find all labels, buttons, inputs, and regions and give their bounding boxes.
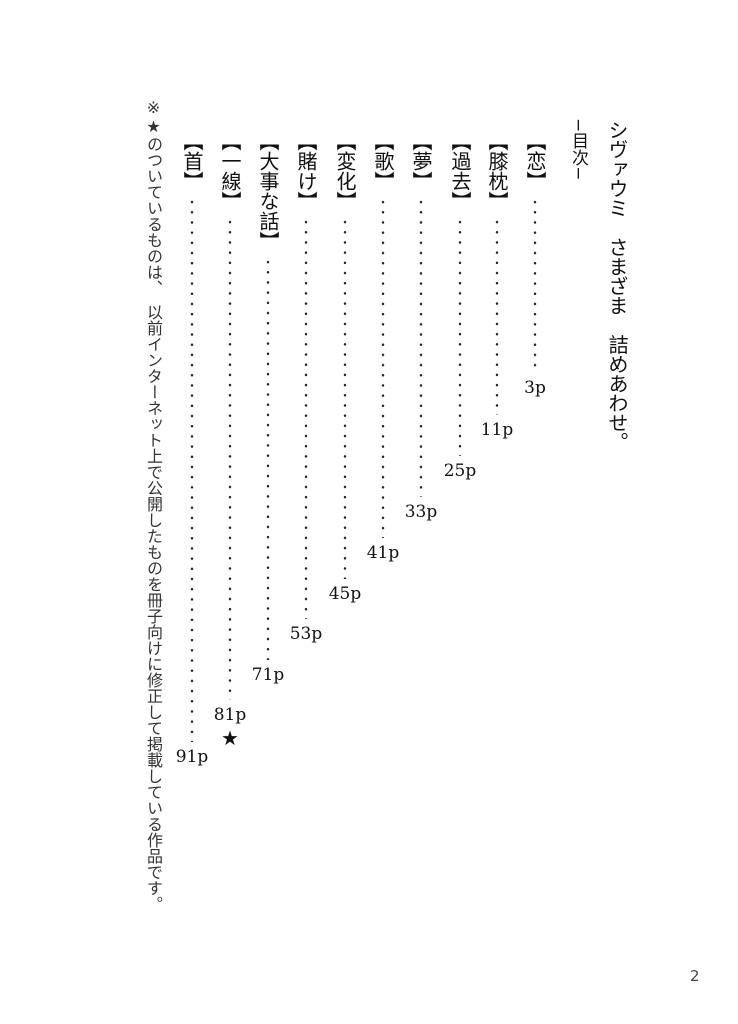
entry-page: 81p <box>213 705 247 725</box>
entry-label: 【大事な話】 <box>256 131 280 251</box>
entry-label: 【賭け】 <box>294 131 318 211</box>
leader-dots <box>343 217 347 579</box>
entry-label: 【一線】 <box>218 131 242 211</box>
leader-dots <box>495 217 499 415</box>
leader-dots <box>458 217 462 456</box>
toc-heading: −目次− <box>568 118 588 181</box>
leader-dots <box>228 217 232 700</box>
star-icon: ★ <box>221 726 239 750</box>
leader-dots <box>190 197 194 742</box>
book-title: シヴァウミ さまざま 詰めあわせ。 <box>605 120 629 452</box>
entry-label: 【変化】 <box>333 131 357 211</box>
page-number: 2 <box>690 967 700 985</box>
entry-page: 71p <box>251 665 285 685</box>
leader-dots <box>381 197 385 538</box>
entry-page: 91p <box>175 747 209 767</box>
entry-label: 【首】 <box>180 131 204 191</box>
entry-label: 【夢】 <box>409 131 433 191</box>
footnote: ※★のついているものは、 以前インターネット上で公開したものを冊子向けに修正して… <box>144 98 163 912</box>
entry-page: 25p <box>443 461 477 481</box>
entry-page: 53p <box>289 624 323 644</box>
entry-page: 33p <box>404 502 438 522</box>
leader-dots <box>266 257 270 660</box>
entry-page: 3p <box>524 378 546 398</box>
entry-page: 45p <box>328 584 362 604</box>
leader-dots <box>533 197 537 373</box>
entry-label: 【膝枕】 <box>485 131 509 211</box>
leader-dots <box>419 197 423 497</box>
entry-label: 【歌】 <box>371 131 395 191</box>
entry-label: 【過去】 <box>448 131 472 211</box>
entry-page: 11p <box>480 420 514 440</box>
entry-page: 41p <box>366 543 400 563</box>
entry-label: 【恋】 <box>523 131 547 191</box>
leader-dots <box>304 217 308 619</box>
